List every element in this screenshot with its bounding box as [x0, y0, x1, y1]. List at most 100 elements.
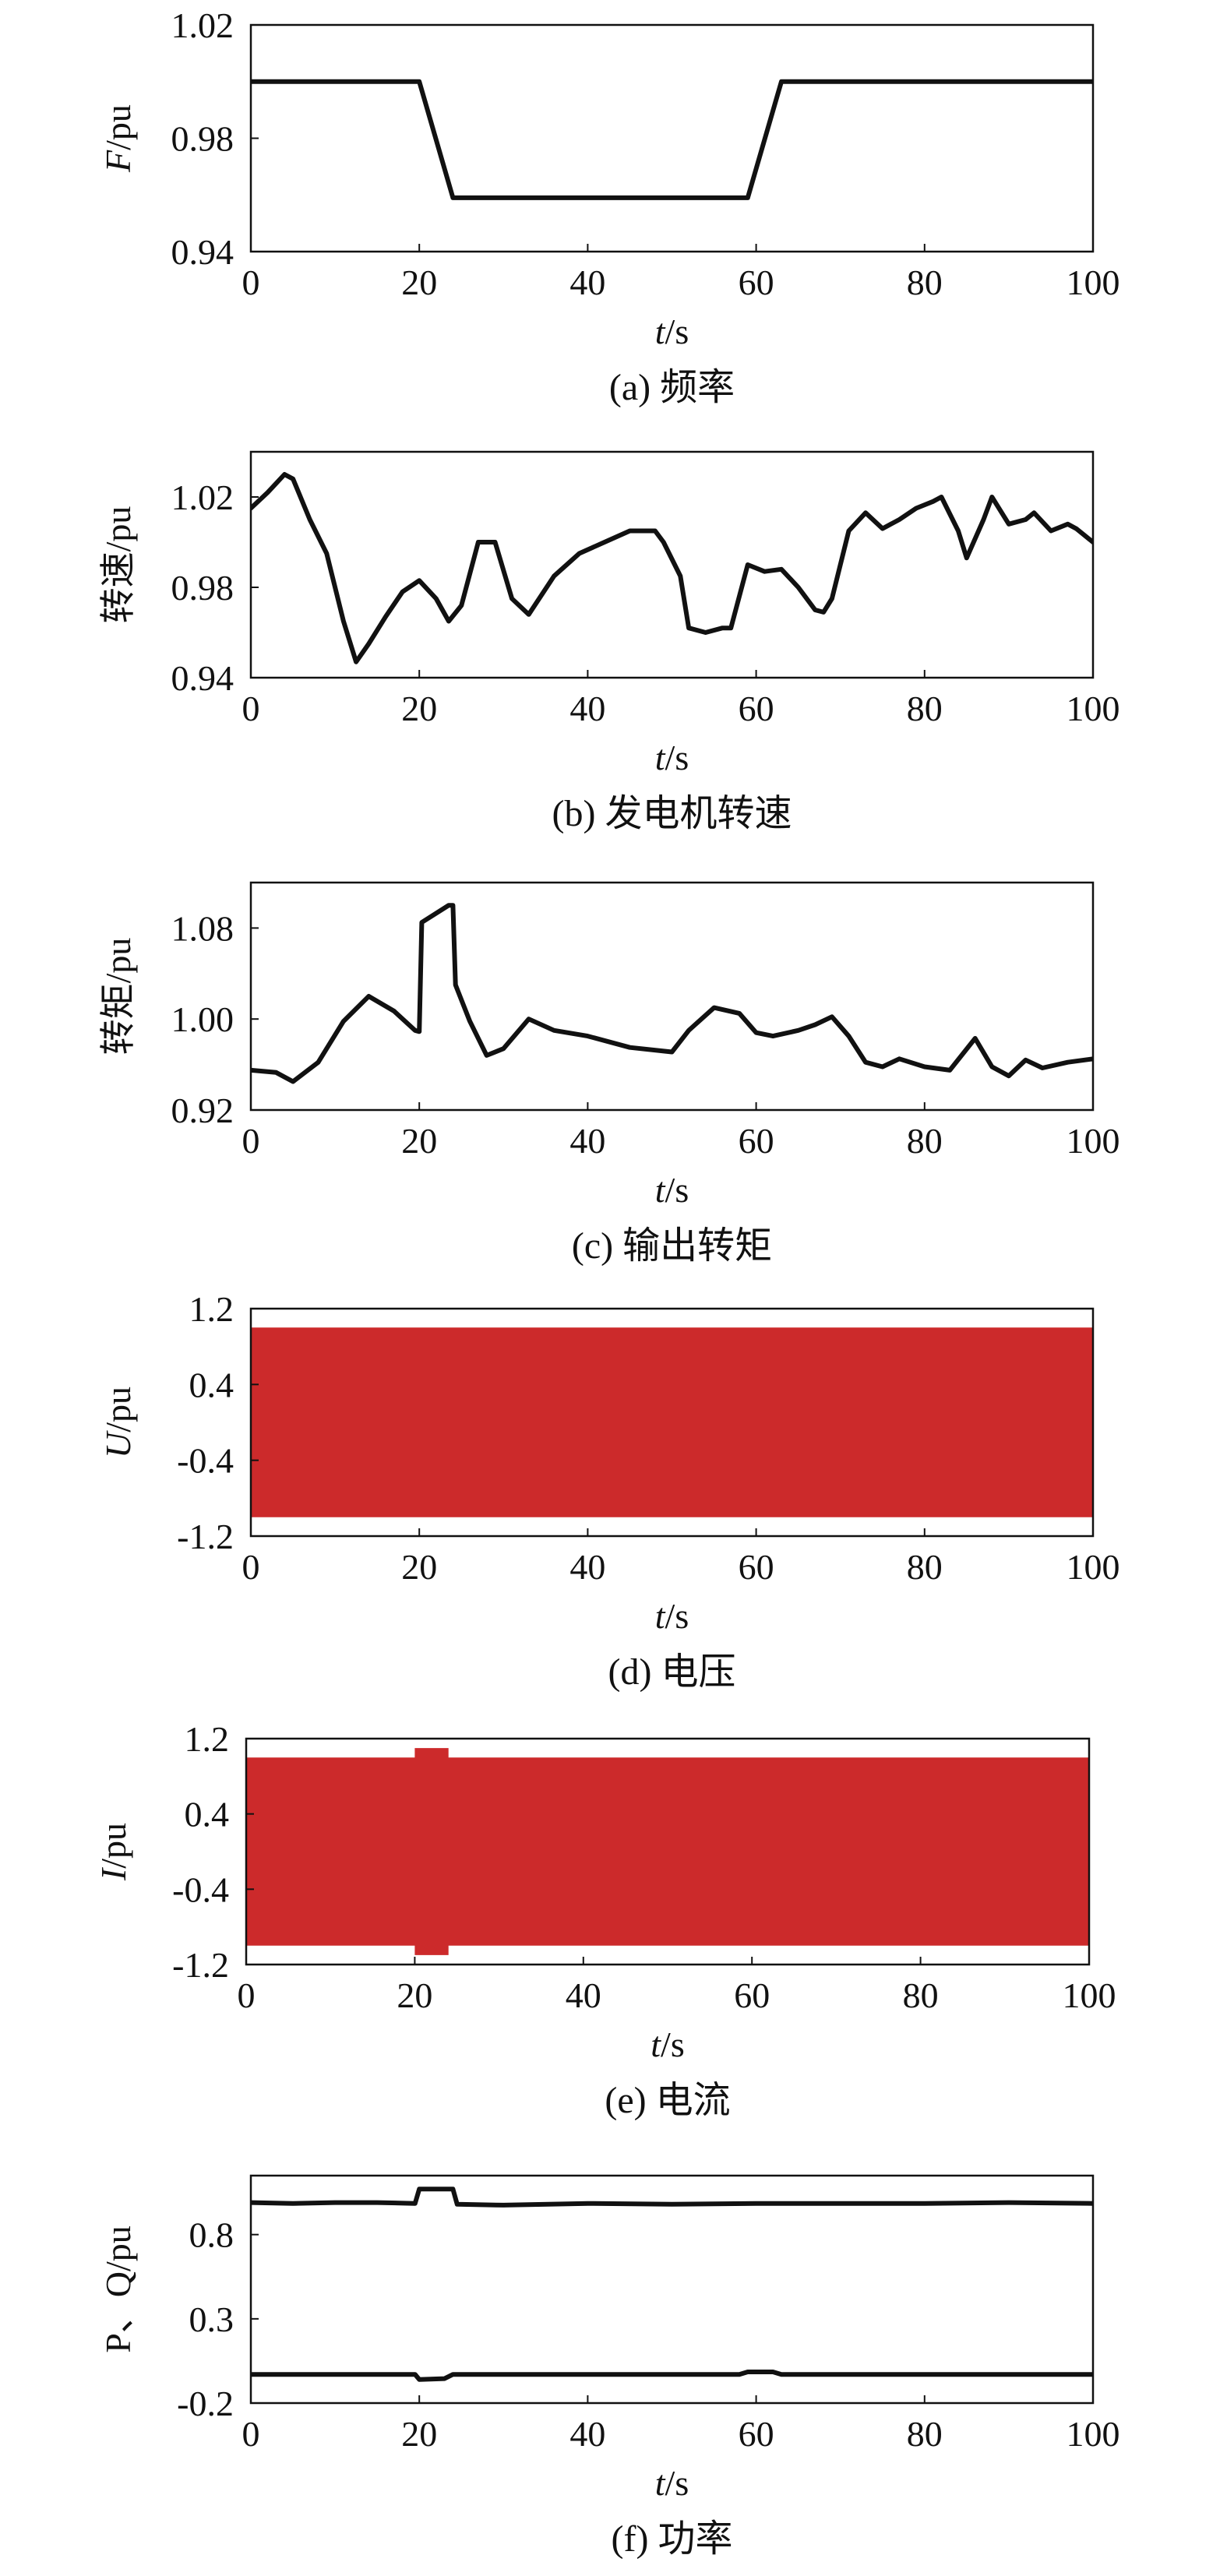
- x-tick-label: 60: [734, 1975, 770, 2015]
- plot-area: [251, 1327, 1093, 1517]
- x-tick-label: 0: [242, 2414, 260, 2454]
- y-axis-unit: /pu: [93, 1823, 133, 1869]
- y-tick-label: 0.4: [189, 1365, 234, 1404]
- x-tick-label: 80: [907, 1547, 943, 1587]
- chart-panel: 0 20 40 60 80 100 -1.2 -0.4 0.4 1.2 t/s I/pu (e) 电流: [93, 1719, 1116, 2121]
- x-tick-label: 80: [907, 2414, 943, 2454]
- plot-area: [251, 903, 1093, 1084]
- series-line-0: [251, 79, 1093, 200]
- y-axis-label: 转矩/pu: [98, 938, 138, 1055]
- y-tick-label: 0.98: [171, 568, 234, 608]
- x-tick-label: 20: [401, 263, 437, 302]
- x-tick-label: 100: [1067, 2414, 1120, 2454]
- plot-frame: [245, 1737, 1091, 1966]
- y-tick-label: 1.02: [171, 5, 234, 45]
- chart-panel: 0 20 40 60 80 100 -0.2 0.3 0.8 t/s P、Q/pu (f) 功率: [98, 2174, 1120, 2560]
- y-axis-unit: 转矩/pu: [98, 938, 138, 1055]
- x-axis-unit: /s: [665, 2463, 689, 2503]
- series-line-0: [251, 472, 1093, 664]
- x-tick-label: 0: [242, 263, 260, 302]
- y-axis-unit: 转速/pu: [98, 506, 138, 624]
- y-tick-label: -1.2: [177, 1517, 234, 1556]
- y-tick-label: 0.8: [189, 2215, 234, 2255]
- y-axis-label: P、Q/pu: [98, 2225, 138, 2353]
- y-tick-label: 0.92: [171, 1091, 234, 1130]
- y-tick-label: -1.2: [172, 1945, 229, 1985]
- x-tick-label: 40: [569, 689, 605, 728]
- y-tick-label: 1.08: [171, 908, 234, 948]
- panel-caption: (b) 发电机转速: [552, 793, 792, 834]
- panel-caption: (f) 功率: [612, 2518, 733, 2560]
- panel-caption: (e) 电流: [605, 2080, 730, 2121]
- chart-panel: 0 20 40 60 80 100 0.92 1.00 1.08 t/s 转矩/pu (c) 输出转矩: [98, 881, 1120, 1267]
- x-tick-label: 20: [401, 1547, 437, 1587]
- y-axis-variable: U: [98, 1430, 138, 1458]
- plot-frame: [249, 23, 1095, 253]
- x-tick-label: 0: [242, 689, 260, 728]
- x-axis-variable: t: [655, 1170, 666, 1210]
- x-axis-variable: t: [655, 1596, 666, 1636]
- x-tick-label: 100: [1067, 263, 1120, 302]
- y-tick-label: 1.02: [171, 477, 234, 517]
- y-axis-label: 转速/pu: [98, 506, 138, 624]
- y-tick-label: 1.00: [171, 999, 234, 1039]
- y-axis-unit: P、Q/pu: [98, 2225, 138, 2353]
- x-tick-label: 0: [242, 1121, 260, 1161]
- y-tick-label: 0.94: [171, 658, 234, 698]
- y-axis-variable: F: [98, 150, 138, 173]
- x-tick-label: 40: [569, 1121, 605, 1161]
- x-tick-label: 20: [397, 1975, 432, 2015]
- x-tick-label: 20: [401, 1121, 437, 1161]
- x-tick-label: 100: [1067, 1121, 1120, 1161]
- y-tick-label: 0.94: [171, 232, 234, 272]
- x-tick-label: 80: [907, 689, 943, 728]
- x-axis-label: t/s: [655, 1596, 689, 1636]
- plot-frame: [249, 450, 1095, 679]
- x-axis-unit: /s: [665, 1596, 689, 1636]
- plot-area: [251, 472, 1093, 664]
- series-line-0: [251, 903, 1093, 1084]
- x-tick-label: 80: [903, 1975, 939, 2015]
- x-tick-label: 40: [569, 2414, 605, 2454]
- panel-caption: (d) 电压: [608, 1651, 736, 1693]
- x-axis-label: t/s: [655, 738, 689, 777]
- y-tick-label: 1.2: [189, 1289, 234, 1329]
- plot-area: [251, 79, 1093, 200]
- x-tick-label: 80: [907, 263, 943, 302]
- x-tick-label: 60: [739, 1547, 774, 1587]
- x-axis-unit: /s: [661, 2025, 685, 2064]
- x-axis-label: t/s: [655, 1170, 689, 1210]
- x-axis-variable: t: [655, 2463, 666, 2503]
- panel-caption: (c) 输出转矩: [572, 1225, 772, 1267]
- plot-area: [246, 1748, 1089, 1955]
- x-axis-label: t/s: [651, 2025, 684, 2064]
- x-tick-label: 100: [1063, 1975, 1116, 2015]
- y-tick-label: 1.2: [185, 1719, 230, 1759]
- chart-panel: 0 20 40 60 80 100 -1.2 -0.4 0.4 1.2 t/s U/pu (d) 电压: [98, 1289, 1120, 1693]
- x-axis-unit: /s: [665, 1170, 689, 1210]
- x-axis-variable: t: [655, 738, 666, 777]
- y-tick-label: -0.4: [177, 1441, 234, 1481]
- y-tick-label: 0.98: [171, 119, 234, 159]
- x-tick-label: 100: [1067, 689, 1120, 728]
- signal-envelope: [251, 1327, 1093, 1517]
- x-tick-label: 40: [569, 263, 605, 302]
- y-tick-label: 0.4: [185, 1795, 230, 1834]
- y-tick-label: -0.2: [177, 2384, 234, 2423]
- x-tick-label: 80: [907, 1121, 943, 1161]
- chart-panel: 0 20 40 60 80 100 0.94 0.98 1.02 t/s 转速/pu (b) 发电机转…: [98, 450, 1120, 834]
- x-tick-label: 60: [739, 2414, 774, 2454]
- x-tick-label: 20: [401, 689, 437, 728]
- x-axis-label: t/s: [655, 2463, 689, 2503]
- plot-frame: [249, 2174, 1095, 2405]
- x-tick-label: 40: [569, 1547, 605, 1587]
- chart-panel: 0 20 40 60 80 100 0.94 0.98 1.02 t/s F/pu (a) 频率: [98, 5, 1120, 408]
- y-axis-label: F/pu: [98, 104, 138, 173]
- x-tick-label: 0: [242, 1547, 260, 1587]
- y-axis-unit: /pu: [98, 1387, 138, 1432]
- signal-envelope: [246, 1748, 1089, 1955]
- y-axis-label: I/pu: [93, 1823, 133, 1881]
- x-tick-label: 60: [739, 263, 774, 302]
- y-axis-variable: I: [93, 1866, 133, 1881]
- y-axis-label: U/pu: [98, 1387, 138, 1458]
